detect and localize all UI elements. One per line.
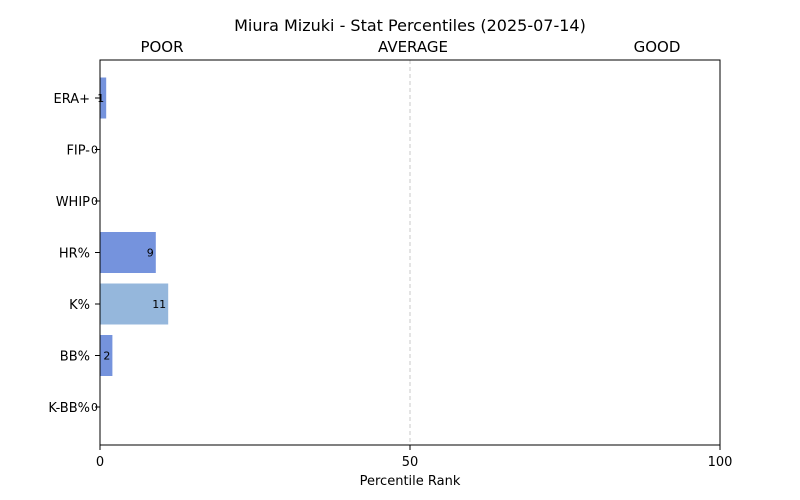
y-tick-label: ERA+ xyxy=(53,92,90,107)
bar-value-label: 11 xyxy=(152,298,166,311)
bar xyxy=(100,283,169,325)
bar xyxy=(100,232,156,273)
x-tick-label: 0 xyxy=(96,455,104,470)
y-tick-label: K-BB% xyxy=(48,401,90,416)
plot-frame xyxy=(99,59,721,446)
y-tick-label: K% xyxy=(69,298,90,313)
band-label-average: AVERAGE xyxy=(378,38,448,56)
band-label-poor: POOR xyxy=(140,38,183,56)
bar-value-label: 2 xyxy=(103,350,110,363)
bar-value-label: 0 xyxy=(91,401,98,414)
x-axis-label: Percentile Rank xyxy=(360,474,461,489)
bar xyxy=(100,335,113,376)
bar-value-label: 0 xyxy=(91,195,98,208)
y-tick-label: FIP- xyxy=(66,144,90,159)
bar-value-label: 0 xyxy=(91,144,98,157)
bar-value-label: 1 xyxy=(97,92,104,105)
chart-title: Miura Mizuki - Stat Percentiles (2025-07… xyxy=(234,16,586,35)
band-label-good: GOOD xyxy=(634,38,681,56)
x-tick-label: 50 xyxy=(402,455,419,470)
y-tick-label: WHIP xyxy=(56,195,90,210)
y-tick-label: HR% xyxy=(59,247,90,262)
x-tick-label: 100 xyxy=(708,455,733,470)
bar-value-label: 9 xyxy=(147,247,154,260)
y-tick-label: BB% xyxy=(60,350,90,365)
bar xyxy=(100,77,107,119)
